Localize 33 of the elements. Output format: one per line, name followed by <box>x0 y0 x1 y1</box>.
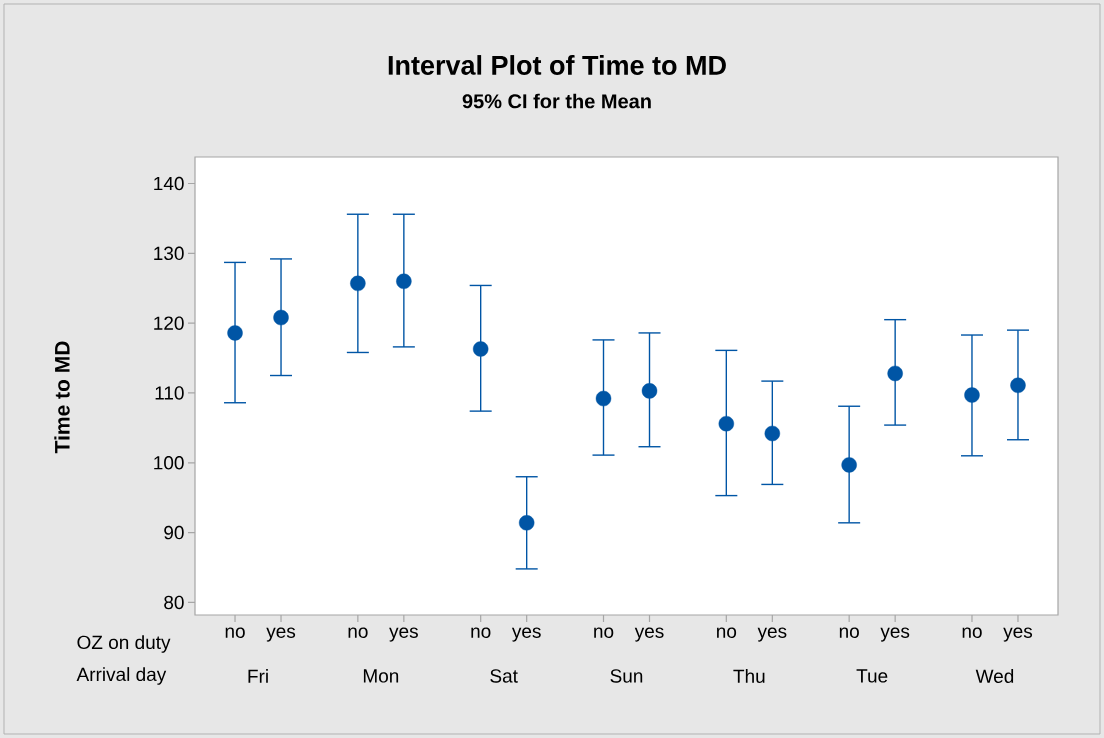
text: OZ on duty <box>77 635 171 653</box>
y-tick-label: 80 <box>164 595 184 610</box>
x-tick-label: yes <box>757 627 787 642</box>
y-tick-label: 100 <box>154 456 184 470</box>
x-tick-label: yes <box>880 627 910 642</box>
x-tick-label: yes <box>511 627 541 642</box>
x-tick-label: yes <box>1003 627 1033 642</box>
x-tick-label: yes <box>389 627 418 642</box>
x-tick-label: no <box>348 627 368 638</box>
x-tick-label: no <box>962 627 982 638</box>
y-tick-label: 110 <box>155 386 184 400</box>
text: Fri <box>248 669 268 683</box>
y-axis-title: Time to MD <box>54 341 70 454</box>
text: Tue <box>856 669 888 683</box>
x-tick-label: no <box>717 627 737 638</box>
chart-subtitle: 95% CI for the Mean <box>462 93 651 109</box>
text: Thu <box>733 669 765 683</box>
x-tick-label: yes <box>634 627 664 642</box>
y-tick-label: 140 <box>154 176 184 191</box>
y-tick-label: 130 <box>154 246 184 261</box>
y-tick-label: 90 <box>164 525 184 540</box>
text: Sun <box>610 669 643 683</box>
x-tick-label: no <box>594 627 614 638</box>
x-tick-label: no <box>225 627 245 638</box>
y-tick-label: 120 <box>154 316 184 330</box>
x-tick-label: no <box>471 627 491 638</box>
text: Wed <box>975 669 1014 683</box>
text: Arrival day <box>76 667 167 685</box>
chart-title: Interval Plot of Time to MD <box>388 55 726 75</box>
text: Sat <box>490 669 518 683</box>
x-tick-label: yes <box>266 627 296 642</box>
x-tick-label: no <box>839 627 859 638</box>
text: Mon <box>363 669 399 683</box>
